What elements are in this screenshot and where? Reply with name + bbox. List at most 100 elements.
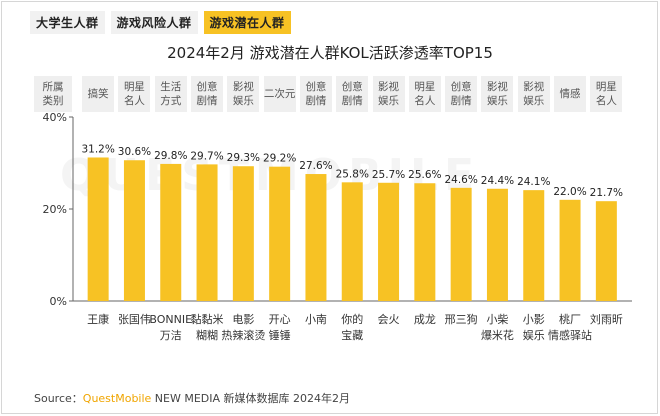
data-label: 24.6% (444, 174, 477, 186)
category-type-text: 名人 (595, 95, 617, 107)
x-tick-label: 开心 (269, 313, 291, 326)
category-type-text: 影视 (486, 81, 508, 93)
category-type-text: 娱乐 (523, 95, 545, 107)
x-tick-label: 小影 (523, 313, 545, 326)
x-tick-label: 电影 (232, 313, 254, 326)
bar (414, 183, 436, 301)
source-prefix: Source： (34, 392, 83, 405)
x-tick-label: 爆米花 (481, 328, 514, 342)
y-tick-label: 20% (43, 203, 67, 216)
x-tick-label: 会火 (378, 313, 400, 326)
bar (269, 166, 291, 301)
x-tick-label: 锤锤 (269, 328, 291, 342)
bar (559, 199, 581, 301)
data-label: 29.2% (263, 153, 296, 165)
category-type-text: 剧情 (341, 95, 363, 107)
x-tick-label: 黏黏米 (191, 312, 224, 326)
x-tick-label: 你的 (341, 312, 363, 326)
category-type-cell: 影视 娱乐 (227, 76, 260, 112)
source-rest: NEW MEDIA 新媒体数据库 2024年2月 (151, 392, 351, 405)
tab-game-potential[interactable]: 游戏潜在人群 (203, 11, 291, 34)
data-label: 27.6% (299, 160, 332, 172)
category-type-text: 情感 (559, 88, 581, 100)
x-tick-label: 糊糊 (196, 328, 218, 342)
bar (486, 188, 508, 301)
data-label: 24.1% (517, 176, 550, 188)
x-tick-label: 成龙 (414, 313, 436, 326)
x-tick-label: 小南 (305, 313, 327, 326)
x-tick-label: 宝藏 (341, 328, 363, 342)
bar (523, 190, 545, 301)
category-type-text: 影视 (378, 81, 400, 93)
category-type-text: 创意 (305, 81, 327, 93)
x-tick-label: 邢三狗 (445, 313, 478, 326)
category-type-text: 影视 (523, 81, 545, 93)
category-type-cell: 搞笑 (82, 76, 115, 112)
tab-game-risk[interactable]: 游戏风险人群 (110, 11, 198, 34)
category-type-cell: 创意 剧情 (445, 76, 478, 112)
y-tick-label: 0% (50, 295, 67, 308)
category-type-text: 二次元 (263, 88, 296, 100)
category-type-text: 影视 (232, 81, 254, 93)
x-tick-label: 桃厂 (559, 312, 581, 326)
category-type-cell: 明星 名人 (408, 76, 441, 112)
x-tick-label: BONNIE (149, 313, 192, 326)
x-tick-label: 娱乐 (523, 328, 545, 342)
category-type-cell: 明星 名人 (118, 76, 151, 112)
x-tick-label: 万洁 (160, 329, 182, 342)
category-type-text: 方式 (160, 95, 182, 107)
category-type-text: 剧情 (305, 95, 327, 107)
data-label: 29.7% (190, 150, 223, 162)
category-header: 所属 类别 (34, 76, 72, 112)
category-type-text: 创意 (196, 81, 218, 93)
tab-bar: 大学生人群 游戏风险人群 游戏潜在人群 (30, 11, 291, 34)
x-tick-label: 热辣滚烫 (221, 328, 265, 342)
category-type-cell: 创意 剧情 (336, 76, 369, 112)
data-label: 29.8% (154, 150, 187, 162)
category-type-text: 娱乐 (232, 95, 254, 107)
source-line: Source：QuestMobile NEW MEDIA 新媒体数据库 2024… (34, 390, 350, 406)
category-type-text: 娱乐 (486, 95, 508, 107)
x-tick-label: 小柴 (486, 312, 508, 326)
data-label: 31.2% (81, 143, 114, 155)
category-type-text: 生活 (160, 81, 182, 93)
x-tick-label: 王康 (87, 312, 109, 326)
data-label: 24.4% (481, 175, 514, 187)
category-type-cell: 二次元 (263, 76, 296, 112)
data-label: 21.7% (590, 187, 623, 199)
category-type-text: 明星 (595, 81, 617, 93)
bar (305, 174, 327, 301)
category-type-text: 名人 (414, 95, 436, 107)
data-label: 22.0% (553, 186, 586, 198)
source-brand: QuestMobile (82, 392, 152, 405)
chart-title: 2024年2月 游戏潜在人群KOL活跃渗透率TOP15 (167, 44, 493, 62)
data-label: 30.6% (118, 146, 151, 158)
bar (450, 187, 472, 301)
data-label: 25.8% (336, 168, 369, 180)
bar (232, 166, 254, 301)
category-type-text: 名人 (123, 95, 145, 107)
bar (341, 182, 363, 301)
category-type-text: 明星 (123, 81, 145, 93)
bar (595, 201, 617, 301)
category-header-line2: 类别 (42, 95, 64, 107)
category-type-text: 剧情 (196, 95, 218, 107)
bar (123, 160, 145, 301)
category-type-cell: 明星 名人 (590, 76, 623, 112)
data-label: 25.6% (408, 169, 441, 181)
category-type-cell: 情感 (554, 76, 587, 112)
category-type-text: 明星 (414, 81, 436, 93)
category-type-cell: 生活 方式 (154, 76, 187, 112)
x-tick-label: 情感驿站 (548, 328, 592, 342)
category-type-text: 创意 (341, 81, 363, 93)
category-type-cell: 影视 娱乐 (372, 76, 405, 112)
bar (87, 157, 109, 301)
category-type-cell: 影视 娱乐 (517, 76, 550, 112)
category-type-text: 娱乐 (378, 95, 400, 107)
tab-college-students[interactable]: 大学生人群 (30, 11, 105, 34)
category-type-cell: 影视 娱乐 (481, 76, 514, 112)
x-tick-label: 张国伟 (118, 313, 151, 326)
category-type-text: 剧情 (450, 95, 472, 107)
